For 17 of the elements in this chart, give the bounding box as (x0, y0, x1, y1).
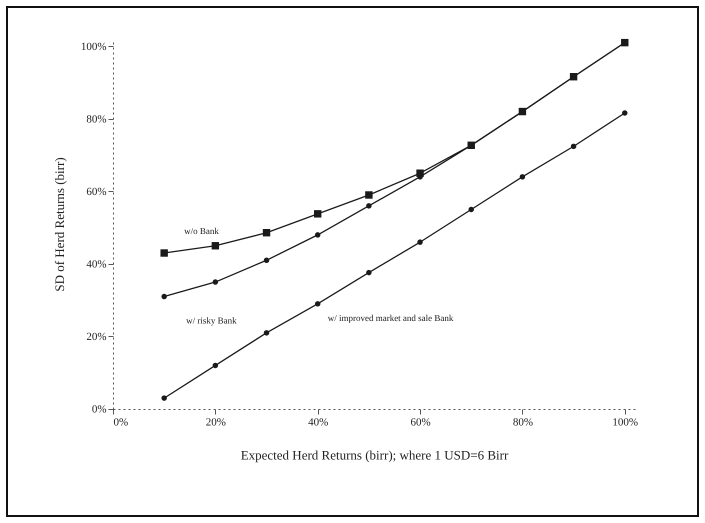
y-tick-label: 20% (86, 330, 106, 343)
y-axis-title: SD of Herd Returns (birr) (52, 157, 67, 292)
y-tick-label: 40% (86, 258, 106, 270)
x-tick-label: 20% (206, 416, 226, 428)
y-tick-label: 60% (86, 186, 106, 198)
x-tick-label: 40% (308, 416, 328, 428)
x-tick-label: 100% (612, 416, 638, 428)
y-tick-label: 100% (80, 40, 106, 53)
x-tick-label: 60% (410, 416, 431, 428)
series-label: w/o Bank (184, 226, 220, 236)
x-tick-label: 0% (114, 416, 128, 428)
y-tick-label: 80% (86, 113, 106, 126)
text: w/ risky Bank (186, 316, 238, 326)
y-tick-label: 0% (92, 404, 106, 416)
x-axis-title: Expected Herd Returns (birr); where 1 USD=6 Birr (240, 448, 509, 462)
series-label: w/ improved market and sale Bank (328, 312, 454, 323)
x-tick-label: 80% (512, 416, 533, 428)
